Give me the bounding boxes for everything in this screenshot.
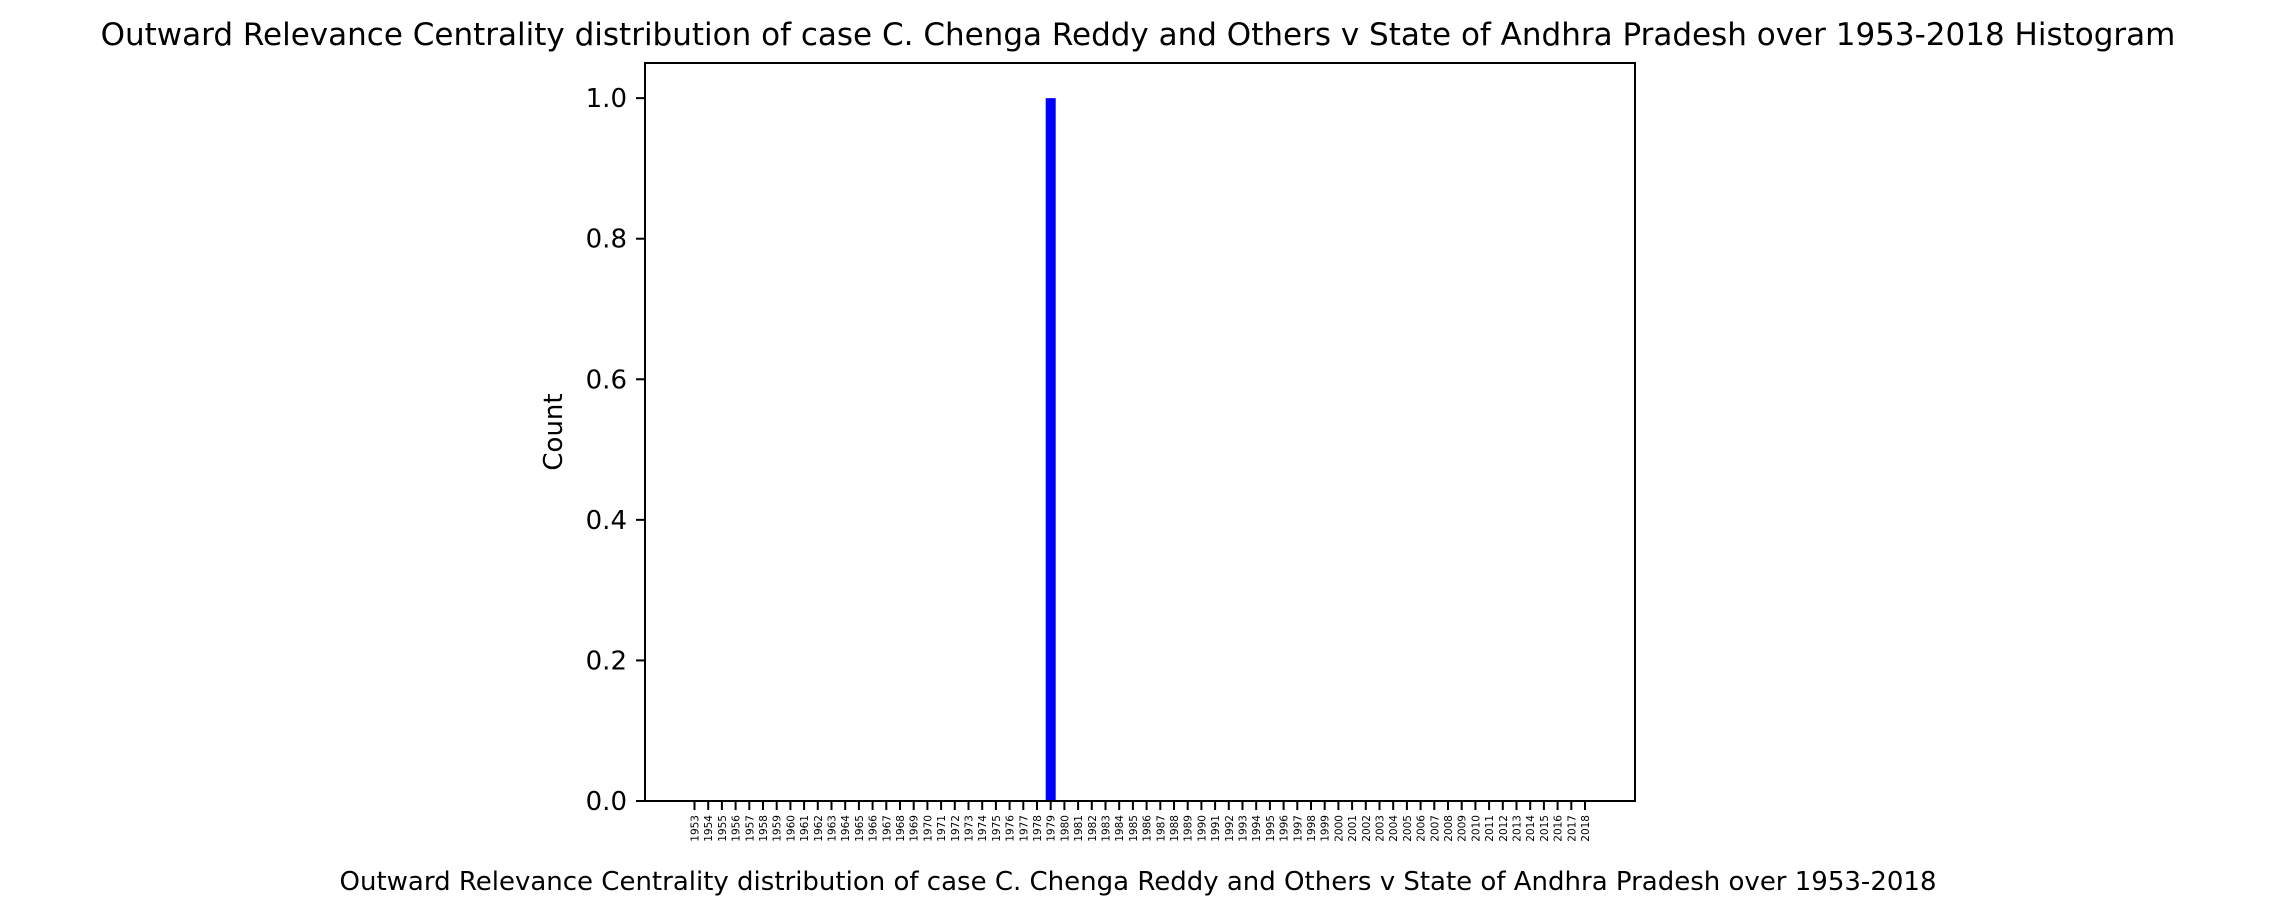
x-tick-label: 1973 xyxy=(964,815,976,842)
x-tick-label: 1972 xyxy=(950,815,962,842)
x-tick-label: 1997 xyxy=(1292,815,1304,842)
x-tick-label: 2009 xyxy=(1457,815,1469,842)
x-tick-label: 1994 xyxy=(1251,815,1263,842)
x-tick-label: 2005 xyxy=(1402,815,1414,842)
x-tick-label: 1954 xyxy=(703,815,715,842)
x-tick-label: 1976 xyxy=(1005,815,1017,842)
x-tick-label: 1974 xyxy=(977,815,989,842)
x-tick-label: 2007 xyxy=(1429,815,1441,842)
x-tick-label: 1967 xyxy=(881,815,893,842)
x-tick-label: 1959 xyxy=(772,815,784,842)
y-tick-label: 0.4 xyxy=(586,506,627,536)
x-tick-label: 1981 xyxy=(1073,815,1085,842)
x-tick-label: 1982 xyxy=(1087,815,1099,842)
x-tick-label: 2002 xyxy=(1361,815,1373,842)
x-tick-label: 1996 xyxy=(1279,815,1291,842)
x-tick-label: 1965 xyxy=(854,815,866,842)
x-tick-label: 1978 xyxy=(1032,815,1044,842)
chart-title: Outward Relevance Centrality distributio… xyxy=(101,17,2176,53)
x-tick-label: 2008 xyxy=(1443,815,1455,842)
x-tick-label: 2000 xyxy=(1333,815,1345,842)
x-tick-label: 1961 xyxy=(799,815,811,842)
x-tick-label: 1975 xyxy=(991,815,1003,842)
x-tick-label: 1960 xyxy=(785,815,797,842)
x-tick-label: 1955 xyxy=(717,815,729,842)
x-tick-label: 2016 xyxy=(1553,815,1565,842)
x-tick-label: 1962 xyxy=(813,815,825,842)
x-tick-label: 1977 xyxy=(1018,815,1030,842)
x-tick-label: 2010 xyxy=(1470,815,1482,842)
x-axis: 1953 1954 1955 1956 1957 1958 1959 1960 1961 1962… xyxy=(690,801,1592,842)
x-tick-label: 2018 xyxy=(1580,815,1592,842)
x-tick-label: 1964 xyxy=(840,815,852,842)
x-tick-label: 2011 xyxy=(1484,815,1496,842)
x-tick-label: 1971 xyxy=(936,815,948,842)
y-tick-label: 1.0 xyxy=(586,84,627,114)
x-tick-label: 1980 xyxy=(1059,815,1071,842)
x-tick-label: 1988 xyxy=(1169,815,1181,842)
x-tick-label: 1995 xyxy=(1265,815,1277,842)
x-tick-label: 2015 xyxy=(1539,815,1551,842)
y-tick-label: 0.0 xyxy=(586,787,627,817)
y-axis-label: Count xyxy=(539,393,569,470)
x-tick-label: 2013 xyxy=(1512,815,1524,842)
x-tick-label: 1969 xyxy=(909,815,921,842)
y-tick-label: 0.8 xyxy=(586,225,627,255)
y-tick-label: 0.6 xyxy=(586,365,627,395)
y-axis: 0.0 0.2 0.4 0.6 0.8 1.0 xyxy=(586,84,645,817)
x-tick-label: 1953 xyxy=(690,815,702,842)
x-tick-label: 1966 xyxy=(868,815,880,842)
x-tick-label: 1963 xyxy=(827,815,839,842)
x-tick-label: 1998 xyxy=(1306,815,1318,842)
x-tick-label: 2006 xyxy=(1416,815,1428,842)
axes-frame xyxy=(644,62,1636,802)
x-tick-label: 1990 xyxy=(1196,815,1208,842)
x-tick-label: 2004 xyxy=(1388,815,1400,842)
x-tick-label: 1970 xyxy=(922,815,934,842)
x-tick-label: 1985 xyxy=(1128,815,1140,842)
x-tick-label: 1992 xyxy=(1224,815,1236,842)
x-tick-label: 2012 xyxy=(1498,815,1510,842)
x-tick-label: 2017 xyxy=(1566,815,1578,842)
x-tick-label: 1956 xyxy=(731,815,743,842)
y-tick-label: 0.2 xyxy=(586,646,627,676)
x-tick-label: 1987 xyxy=(1155,815,1167,842)
x-tick-label: 1999 xyxy=(1320,815,1332,842)
x-tick-label: 2001 xyxy=(1347,815,1359,842)
x-tick-label: 1984 xyxy=(1114,815,1126,842)
plot-area xyxy=(1045,98,1056,801)
x-tick-label: 2014 xyxy=(1525,815,1537,842)
x-axis-label: Outward Relevance Centrality distributio… xyxy=(340,867,1937,897)
x-tick-label: 1993 xyxy=(1238,815,1250,842)
x-tick-label: 2003 xyxy=(1375,815,1387,842)
bar-1979 xyxy=(1045,98,1056,801)
x-tick-label: 1986 xyxy=(1142,815,1154,842)
x-tick-label: 1968 xyxy=(895,815,907,842)
x-tick-label: 1958 xyxy=(758,815,770,842)
x-tick-label: 1979 xyxy=(1046,815,1058,842)
x-tick-label: 1991 xyxy=(1210,815,1222,842)
x-tick-label: 1957 xyxy=(744,815,756,842)
x-tick-label: 1983 xyxy=(1101,815,1113,842)
x-tick-label: 1989 xyxy=(1183,815,1195,842)
